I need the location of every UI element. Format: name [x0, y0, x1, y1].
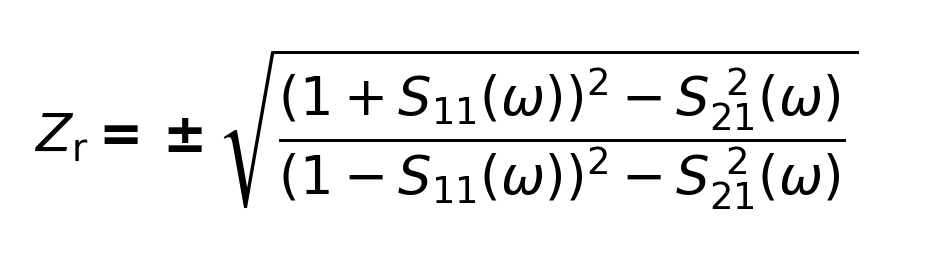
Text: $\boldsymbol{Z_{\mathrm{r}} = \pm\sqrt{\dfrac{(1+S_{11}(\omega))^{2}-S_{21}^{\ 2: $\boldsymbol{Z_{\mathrm{r}} = \pm\sqrt{\…	[34, 46, 858, 212]
